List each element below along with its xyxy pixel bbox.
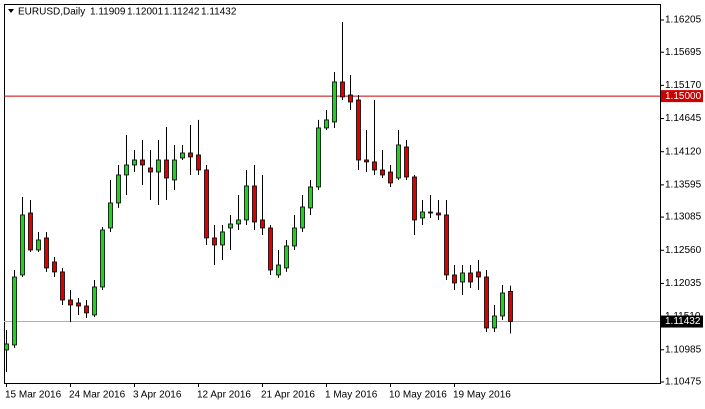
candle-body — [356, 99, 361, 161]
y-tick-label: 1.16205 — [665, 15, 702, 26]
candle-body — [364, 159, 369, 163]
level-tag-bg — [661, 90, 703, 103]
candle-body — [212, 237, 217, 246]
candle-body — [396, 144, 401, 179]
candle-body — [388, 171, 393, 184]
x-tick-label: 19 May 2016 — [453, 390, 511, 401]
header-close: 1.11432 — [201, 7, 237, 18]
y-tick-label: 1.10475 — [665, 377, 702, 388]
candle-body — [12, 276, 17, 346]
candle-body — [292, 227, 297, 247]
candle-body — [268, 227, 273, 271]
price-tag-bg — [661, 315, 703, 328]
candle-body — [276, 264, 281, 276]
header-low: 1.11242 — [164, 7, 200, 18]
candle-body — [108, 202, 113, 229]
candle-body — [428, 211, 433, 214]
price-tag: 1.11432 — [665, 316, 701, 327]
candle-body — [300, 206, 305, 229]
candle-body — [52, 261, 57, 273]
x-tick-label: 1 May 2016 — [325, 390, 378, 401]
candle-body — [492, 315, 497, 329]
candle-body — [460, 272, 465, 283]
candle-body — [444, 214, 449, 276]
y-tick-label: 1.13085 — [665, 212, 702, 223]
candle-body — [316, 127, 321, 188]
x-tick-label: 15 Mar 2016 — [5, 390, 62, 401]
candle-body — [508, 290, 513, 322]
candle-body — [68, 299, 73, 306]
header-high: 1.12001 — [127, 7, 164, 18]
y-tick-label: 1.15170 — [665, 80, 702, 91]
candle-body — [252, 185, 257, 223]
candle-body — [188, 152, 193, 158]
candle-body — [468, 272, 473, 283]
candle-body — [140, 159, 145, 166]
y-tick-label: 1.13595 — [665, 180, 702, 191]
candle-body — [132, 159, 137, 166]
candle-body — [452, 274, 457, 284]
candle-body — [172, 159, 177, 181]
candle-body — [204, 169, 209, 239]
candle-body — [4, 343, 9, 351]
x-tick-label: 10 May 2016 — [389, 390, 447, 401]
candle-body — [332, 81, 337, 123]
candle-body — [124, 164, 129, 176]
candle-body — [236, 219, 241, 225]
candle-body — [484, 276, 489, 329]
y-tick-label: 1.10985 — [665, 344, 702, 355]
level-tag: 1.15000 — [665, 91, 702, 102]
candle-body — [148, 167, 153, 173]
header-arrow — [8, 9, 14, 13]
candle-body — [84, 305, 89, 314]
candle-body — [92, 286, 97, 316]
candle-body — [228, 223, 233, 229]
candle-body — [500, 292, 505, 317]
candle-body — [420, 211, 425, 219]
candle-body — [380, 169, 385, 176]
x-tick-label: 3 Apr 2016 — [133, 390, 182, 401]
candle-body — [164, 159, 169, 179]
candle-body — [180, 152, 185, 159]
x-tick-label: 21 Apr 2016 — [261, 390, 315, 401]
y-tick-label: 1.14120 — [665, 146, 702, 157]
chart-title: EURUSD,Daily — [18, 7, 85, 18]
header-open: 1.11909 — [90, 7, 126, 18]
y-tick-label: 1.12035 — [665, 278, 702, 289]
candle-body — [324, 119, 329, 129]
candle-body — [100, 229, 105, 288]
candle-body — [36, 239, 41, 251]
y-tick-label: 1.15695 — [665, 47, 702, 58]
candle-body — [284, 245, 289, 269]
x-tick-label: 24 Mar 2016 — [69, 390, 126, 401]
candle-body — [20, 214, 25, 276]
plot-frame — [4, 4, 661, 384]
candle-body — [476, 271, 481, 278]
candle-body — [44, 237, 49, 269]
candle-body — [308, 186, 313, 209]
y-tick-label: 1.14645 — [665, 113, 702, 124]
candle-body — [412, 176, 417, 221]
candle-body — [60, 271, 65, 301]
candle-body — [348, 94, 353, 103]
candle-body — [220, 231, 225, 246]
candle-body — [28, 212, 33, 251]
candle-body — [404, 146, 409, 178]
x-tick-label: 12 Apr 2016 — [197, 390, 251, 401]
candle-body — [156, 159, 161, 173]
candle-body — [196, 154, 201, 171]
candle-body — [260, 219, 265, 229]
candle-body — [372, 161, 377, 171]
candle-body — [76, 302, 81, 307]
candle-body — [436, 212, 441, 216]
candle-body — [116, 174, 121, 204]
candle-body — [340, 81, 345, 98]
y-tick-label: 1.12560 — [665, 245, 702, 256]
candle-body — [244, 185, 249, 221]
